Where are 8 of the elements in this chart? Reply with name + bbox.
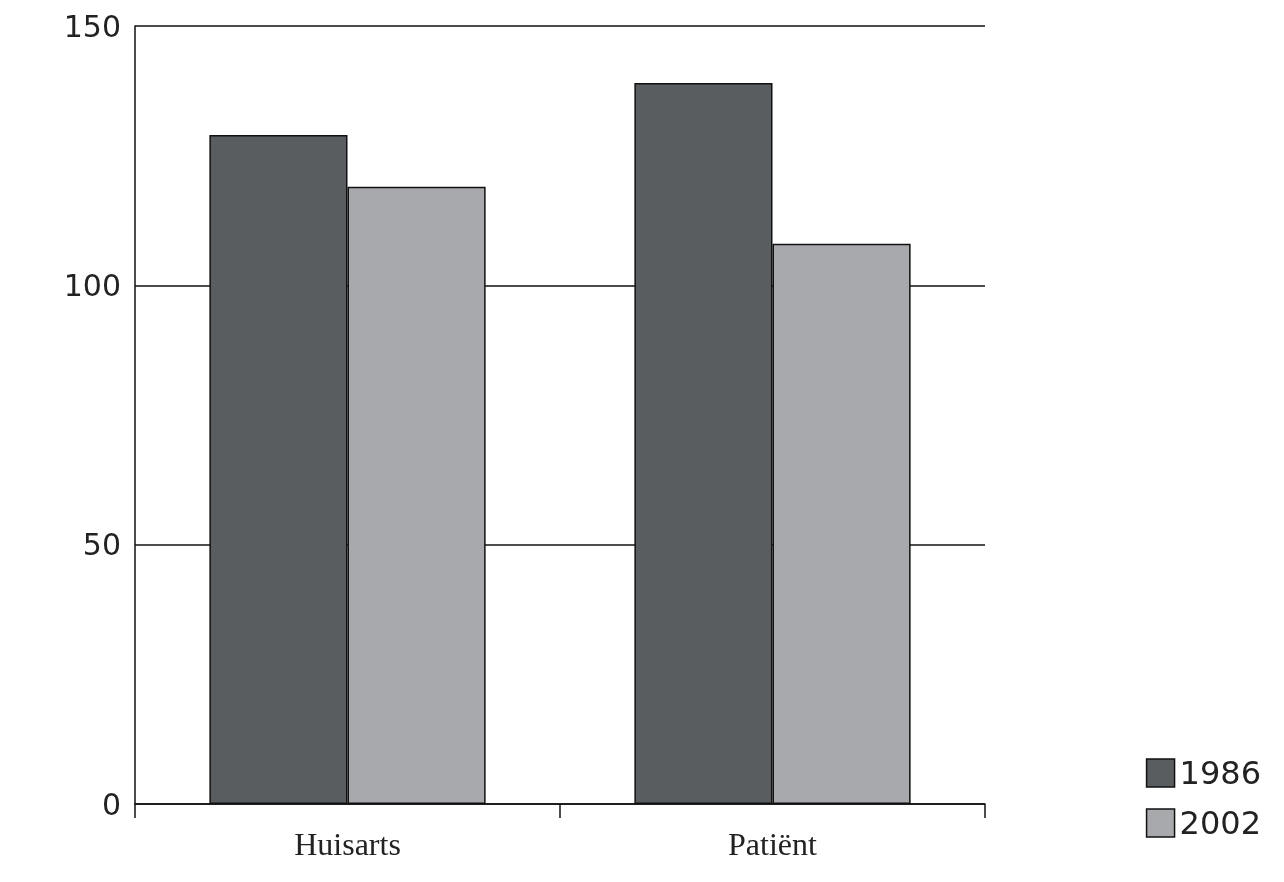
x-tick-label: Huisarts xyxy=(294,826,401,862)
y-tick-label: 150 xyxy=(63,8,121,44)
legend-label: 1986 xyxy=(1179,754,1261,792)
legend-label: 2002 xyxy=(1179,804,1261,842)
x-tick-label: Patiënt xyxy=(728,826,818,862)
y-tick-label: 50 xyxy=(82,527,121,563)
y-tick-label: 0 xyxy=(101,786,121,822)
y-tick-label: 100 xyxy=(63,267,121,303)
